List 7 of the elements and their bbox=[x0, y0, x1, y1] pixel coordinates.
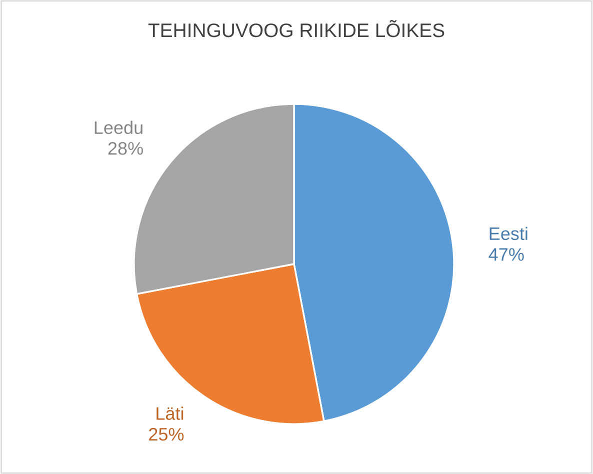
data-label: 28% bbox=[108, 142, 143, 155]
data-label: 47% bbox=[488, 248, 524, 261]
slice-label: Eesti bbox=[490, 226, 528, 240]
chart-title: TEHINGUVOOG RIIKIDE LÕIKES bbox=[148, 20, 444, 38]
data-label: 25% bbox=[149, 428, 184, 441]
slice-label: Leedu bbox=[94, 120, 142, 134]
slice-label: Läti bbox=[156, 406, 184, 420]
